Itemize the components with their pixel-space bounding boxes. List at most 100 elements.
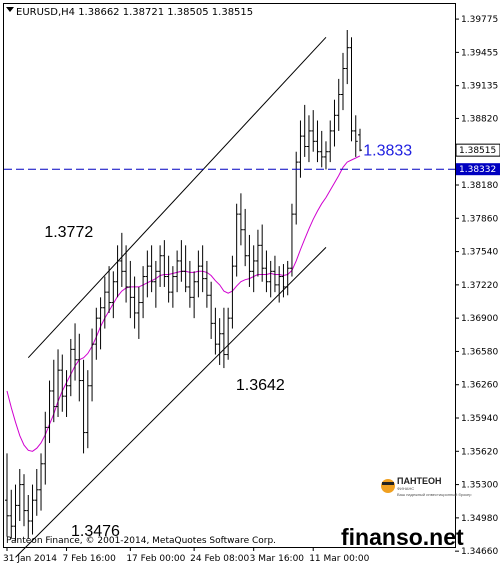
- panteon-logo-icon: [381, 479, 395, 493]
- ohlc-bar: [60, 354, 65, 412]
- ohlc-bar: [298, 120, 303, 178]
- last-price-tag: 1.38515: [455, 143, 500, 157]
- ohlc-bar: [315, 120, 320, 163]
- level-price-label: 1.38332: [459, 165, 496, 175]
- annotation-label: 1.3476: [71, 523, 120, 540]
- trend-channel: [15, 36, 327, 558]
- ohlc-bar: [34, 468, 39, 516]
- ohlc-bar: [196, 250, 201, 298]
- y-tick-label: 1.37540: [461, 248, 498, 258]
- ohlc-bar: [68, 338, 73, 397]
- ohlc-bar: [192, 271, 197, 319]
- x-tick-label: 24 Feb 08:00: [190, 554, 249, 564]
- y-tick-label: 1.36580: [461, 347, 498, 357]
- ohlc-bar: [162, 240, 167, 287]
- ohlc-bar: [204, 260, 209, 308]
- annotation-label: 1.3833: [363, 142, 412, 159]
- y-tick-label: 1.38820: [461, 114, 498, 124]
- x-tick-label: 7 Feb 16:00: [63, 554, 117, 564]
- x-tick-label: 17 Feb 00:00: [126, 554, 185, 564]
- logo-desc: Ваш надежный инвестиционный брокер: [397, 492, 472, 497]
- ohlc-bar: [217, 318, 222, 365]
- copyright-text: Panteon Finance, © 2001-2014, MetaQuotes…: [6, 536, 276, 546]
- ohlc-bar: [128, 260, 133, 319]
- ohlc-bar: [175, 250, 180, 293]
- x-tick-label: 3 Mar 16:00: [250, 554, 305, 564]
- ohlc-bar: [13, 484, 18, 541]
- ohlc-bar: [323, 141, 328, 170]
- ohlc-bar: [22, 474, 27, 527]
- logo-sub: ФИНАНС: [397, 486, 414, 491]
- y-tick-label: 1.39775: [461, 15, 498, 25]
- ohlc-bar: [332, 99, 337, 147]
- ohlc-bar: [345, 30, 350, 85]
- symbol-header-text: EURUSD,H4 1.38662 1.38721 1.38505 1.3851…: [16, 7, 253, 18]
- ohlc-bar: [39, 453, 44, 511]
- time-axis: 31 Jan 2014 7 Feb 16:00 17 Feb 00:00 24 Feb…: [3, 547, 370, 564]
- ohlc-bar: [81, 359, 86, 454]
- panteon-logo-pillar-icon: [382, 482, 394, 485]
- logo-name: ПАНТЕОН: [397, 476, 441, 486]
- chart-header: EURUSD,H4 1.38662 1.38721 1.38505 1.3851…: [6, 7, 253, 18]
- ohlc-bar: [26, 494, 31, 539]
- y-tick-label: 1.36260: [461, 381, 498, 391]
- ma-line: [6, 155, 361, 452]
- dropdown-triangle-icon[interactable]: [6, 7, 14, 12]
- y-tick-label: 1.35940: [461, 414, 498, 424]
- y-tick-label: 1.38180: [461, 181, 498, 191]
- ohlc-bar: [251, 245, 256, 293]
- ohlc-bar: [158, 245, 163, 287]
- ohlc-bar: [149, 245, 154, 293]
- ohlc-bar: [311, 110, 316, 152]
- ohlc-bar: [294, 151, 299, 225]
- ohlc-bar: [17, 468, 22, 521]
- ohlc-bar: [141, 266, 146, 319]
- ohlc-bar: [98, 297, 103, 350]
- ohlc-bar: [255, 229, 260, 277]
- ohlc-bar: [213, 307, 218, 355]
- ohlc-bar: [302, 104, 307, 157]
- ohlc-bar: [77, 333, 82, 402]
- ohlc-bar: [153, 260, 158, 308]
- ohlc-bar: [247, 234, 252, 287]
- ohlc-bar: [145, 250, 150, 298]
- last-price-label: 1.38515: [459, 146, 496, 156]
- ohlc-bar: [43, 411, 48, 485]
- annotation-label: 1.3772: [44, 224, 93, 241]
- ohlc-bar: [340, 52, 345, 111]
- ohlc-bar: [166, 255, 171, 303]
- y-tick-label: 1.34980: [461, 514, 498, 524]
- ohlc-bar: [281, 264, 286, 298]
- x-tick-label: 31 Jan 2014: [3, 554, 57, 564]
- ohlc-bar: [319, 130, 324, 168]
- brand-watermark: finanso.net: [341, 524, 464, 550]
- ohlc-bar: [9, 489, 14, 539]
- ohlc-bar: [353, 115, 358, 157]
- ohlc-bar: [243, 208, 248, 267]
- y-tick-label: 1.35620: [461, 447, 498, 457]
- ohlc-bar: [64, 370, 69, 417]
- level-price-tag: 1.38332: [456, 163, 500, 176]
- y-tick-label: 1.36900: [461, 314, 498, 324]
- price-bars: [5, 30, 362, 541]
- ohlc-bar: [85, 370, 90, 449]
- ohlc-bar: [170, 266, 175, 308]
- ohlc-bar: [209, 281, 214, 339]
- ohlc-bar: [336, 78, 341, 131]
- ohlc-bar: [136, 286, 141, 339]
- ohlc-bar: [226, 307, 231, 360]
- ohlc-bar: [102, 276, 107, 329]
- y-tick-label: 1.39135: [461, 82, 498, 92]
- ohlc-bar: [94, 307, 99, 360]
- ohlc-bar: [200, 245, 205, 293]
- panteon-logo: ПАНТЕОН ФИНАНС Ваш надежный инвестиционн…: [381, 476, 472, 497]
- ohlc-bar: [230, 255, 235, 329]
- ohlc-bar: [107, 266, 112, 313]
- y-tick-label: 1.37220: [461, 281, 498, 291]
- y-tick-label: 1.39455: [461, 48, 498, 58]
- ohlc-bar: [238, 193, 243, 246]
- moving-average: [6, 155, 361, 452]
- ohlc-bar: [30, 484, 35, 535]
- ohlc-bar: [268, 260, 273, 298]
